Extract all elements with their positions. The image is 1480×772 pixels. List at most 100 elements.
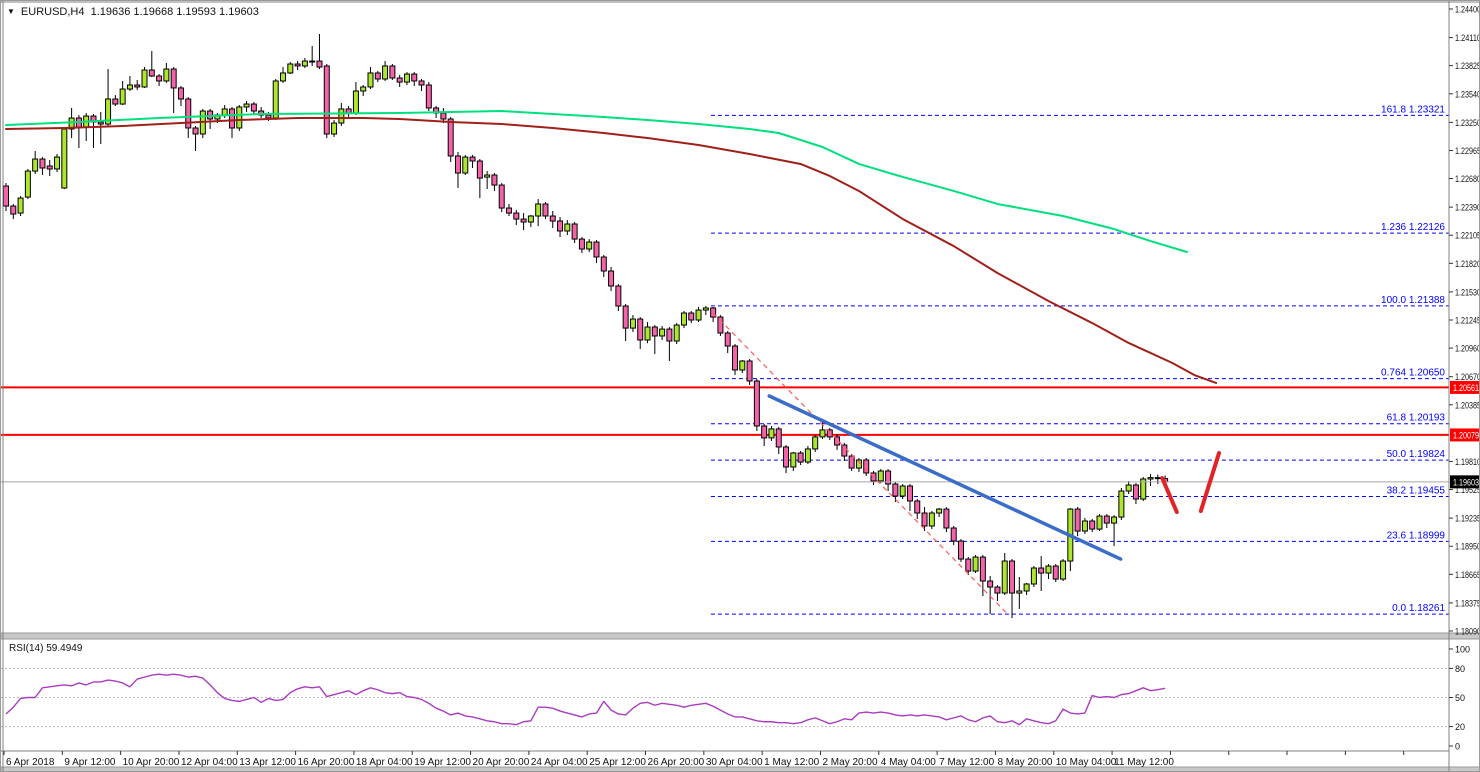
candle: [54, 156, 61, 170]
candles-layer: [3, 34, 1169, 619]
main-chart-surface[interactable]: [1, 9, 1449, 631]
candle: [1154, 477, 1161, 480]
candle: [126, 84, 133, 90]
candle: [323, 65, 330, 135]
candle: [717, 316, 724, 334]
price-axis[interactable]: 1.24400 1.24110 1.23825 1.23540 1.23250 1.229…: [1448, 1, 1480, 772]
price-axis-label: 1.23825: [1455, 61, 1480, 71]
candle: [476, 160, 483, 179]
price-axis-label: 1.18665: [1455, 570, 1480, 580]
chart-title: EURUSD,H4 1.19636 1.19668 1.19593 1.1960…: [20, 6, 259, 18]
moving-average-green[interactable]: [5, 110, 1188, 253]
fibonacci-retracement[interactable]: 161.8 1.23321 1.236 1.22126 100.0 1.21388 0…: [710, 104, 1449, 615]
candle: [819, 429, 826, 438]
candle: [484, 174, 491, 178]
price-tag: [1450, 475, 1479, 489]
candle: [46, 165, 53, 170]
candle: [928, 512, 935, 527]
candle: [411, 73, 418, 82]
candle: [228, 108, 235, 129]
price-axis-label: 1.18375: [1455, 598, 1480, 608]
candle: [1089, 520, 1096, 530]
candle: [724, 332, 731, 347]
downtrend-line-blue[interactable]: [767, 394, 1123, 561]
candle: [688, 312, 695, 321]
rsi-line[interactable]: [5, 673, 1166, 726]
candle: [309, 60, 316, 63]
channel-trendline-red-dashed[interactable]: [712, 312, 1009, 615]
candle: [520, 218, 527, 223]
candle: [979, 556, 986, 582]
candle: [549, 215, 556, 222]
time-axis[interactable]: 6 Apr 2018 9 Apr 12:00 10 Apr 20:00 12 Apr …: [1, 750, 1449, 768]
projection-stroke-red[interactable]: [1160, 476, 1179, 515]
candle: [498, 184, 505, 209]
candle: [1103, 515, 1110, 524]
candle: [1009, 560, 1016, 594]
candle: [586, 241, 593, 250]
candle: [732, 345, 738, 371]
projection-stroke-red[interactable]: [1198, 450, 1222, 514]
candle: [39, 158, 46, 169]
candle: [192, 127, 199, 135]
candle: [250, 103, 257, 112]
candle: [768, 428, 775, 439]
candle: [367, 72, 374, 88]
candle: [863, 459, 870, 474]
time-axis-label: 13 Apr 12:00: [239, 757, 296, 768]
candle: [1001, 560, 1008, 594]
panel-separator[interactable]: [1, 632, 1480, 640]
time-axis-label: 24 Apr 04:00: [531, 757, 588, 768]
price-axis-label: 1.18090: [1455, 627, 1480, 637]
candle: [506, 207, 513, 214]
candle: [535, 203, 542, 217]
candle: [775, 428, 782, 448]
moving-average-red[interactable]: [5, 117, 1218, 384]
candle: [797, 452, 804, 463]
candle: [338, 108, 345, 124]
candle: [936, 508, 943, 514]
fib-level-label: 38.2 1.19455: [1387, 485, 1446, 496]
candle: [804, 448, 811, 463]
time-axis-label: 25 Apr 12:00: [589, 757, 646, 768]
candle: [615, 285, 622, 307]
candle: [629, 318, 636, 329]
fib-level-label: 161.8 1.23321: [1381, 104, 1445, 115]
rsi-panel-surface[interactable]: [1, 641, 1449, 751]
candle: [1118, 490, 1125, 518]
candle: [491, 174, 498, 186]
candle: [608, 270, 615, 287]
candle: [571, 223, 578, 240]
price-axis-label: 1.19235: [1455, 514, 1480, 524]
candle: [834, 436, 841, 446]
candle: [1016, 590, 1023, 594]
candle: [702, 307, 709, 311]
time-axis-label: 11 May 12:00: [1114, 757, 1174, 768]
time-axis-label: 19 Apr 12:00: [414, 757, 471, 768]
rsi-axis-label: 20: [1455, 722, 1465, 732]
price-axis-label: 1.19810: [1455, 457, 1480, 467]
price-axis-label: 1.22680: [1455, 174, 1480, 184]
candle: [994, 586, 1001, 594]
time-axis-label: 9 Apr 12:00: [64, 757, 116, 768]
price-axis-label: 1.18950: [1455, 542, 1480, 552]
candle: [440, 112, 447, 120]
candle: [32, 158, 39, 172]
candle: [389, 65, 396, 79]
time-axis-label: 10 Apr 20:00: [123, 757, 180, 768]
price-axis-label: 1.22105: [1455, 231, 1480, 241]
candle: [331, 122, 338, 135]
candle: [1038, 567, 1045, 574]
fib-level-label: 0.764 1.20650: [1381, 368, 1445, 379]
candle: [753, 380, 760, 427]
rsi-axis-label: 0: [1455, 742, 1460, 752]
candle: [666, 328, 673, 342]
price-axis-label: 1.21245: [1455, 316, 1480, 326]
candle: [301, 60, 308, 67]
price-axis-label: 1.21820: [1455, 259, 1480, 269]
candle: [374, 72, 381, 80]
candle: [673, 324, 680, 342]
candle: [987, 580, 994, 588]
time-axis-label: 1 May 12:00: [764, 757, 819, 768]
